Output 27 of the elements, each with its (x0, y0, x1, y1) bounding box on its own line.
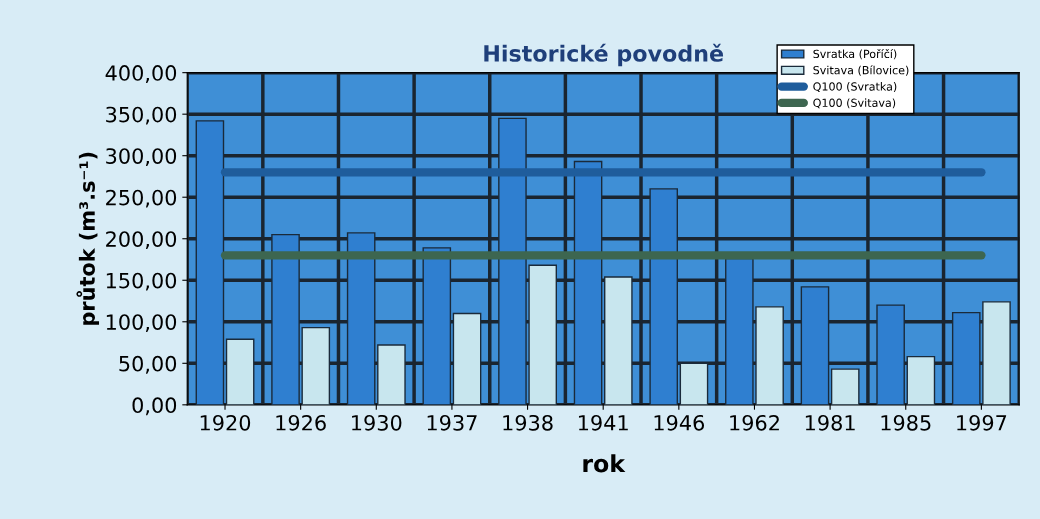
x-tick-label: 1926 (276, 414, 326, 431)
x-tick-label: 1937 (427, 414, 477, 431)
y-tick-label: 350,00 (106, 106, 177, 125)
x-tick-label: 1941 (578, 414, 628, 431)
legend-label: Q100 (Svitava) (813, 98, 896, 109)
legend-label: Q100 (Svratka) (813, 82, 897, 92)
x-axis-title: rok (583, 454, 626, 473)
y-tick-label: 0,00 (132, 397, 177, 416)
y-tick-label: 100,00 (106, 314, 177, 333)
x-tick-label: 1946 (654, 414, 705, 431)
x-tick-label: 1997 (957, 414, 1007, 431)
y-tick-label: 50,00 (119, 355, 177, 374)
legend-label: Svratka (Poříčí) (813, 49, 897, 60)
x-tick-label: 1930 (352, 414, 402, 431)
y-tick-label: 300,00 (106, 148, 177, 167)
y-axis-title: průtok (m³.s⁻¹) (76, 152, 100, 325)
y-tick-label: 200,00 (106, 231, 177, 250)
x-tick-label: 1981 (805, 414, 855, 431)
chart-title: Historické povodně (484, 43, 724, 67)
x-tick-label: 1920 (200, 414, 251, 431)
y-tick-label: 150,00 (106, 272, 177, 291)
y-tick-label: 400,00 (105, 65, 177, 83)
x-tick-label: 1938 (503, 414, 553, 431)
x-tick-label: 1962 (730, 414, 779, 431)
legend-label: Svitava (Bílovice) (813, 65, 909, 76)
x-tick-label: 1985 (881, 414, 931, 431)
y-tick-label: 250,00 (106, 189, 177, 208)
